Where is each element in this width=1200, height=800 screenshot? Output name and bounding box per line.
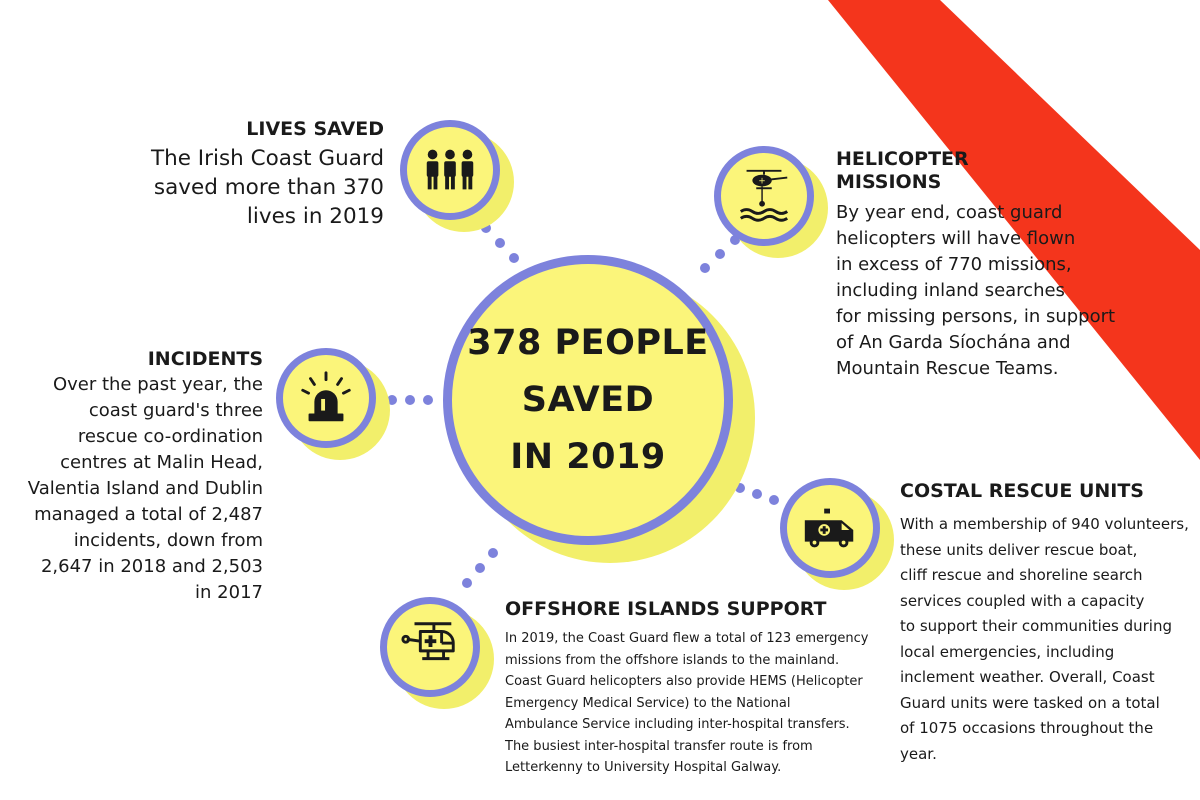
lives-saved-node bbox=[400, 120, 514, 232]
offshore-node bbox=[380, 597, 494, 709]
offshore-text: In 2019, the Coast Guard flew a total of… bbox=[505, 631, 869, 775]
coastal-rescue-text: With a membership of 940 volunteers, the… bbox=[900, 515, 1189, 763]
ambulance-icon bbox=[804, 508, 854, 548]
incidents-title: INCIDENTS bbox=[147, 348, 263, 370]
incidents-node bbox=[276, 348, 390, 460]
people-icon bbox=[426, 149, 474, 190]
helicopter-missions-text: By year end, coast guard helicopters wil… bbox=[836, 202, 1116, 379]
incidents-text: Over the past year, the coast guard's th… bbox=[27, 374, 263, 603]
lives-saved-text: The Irish Coast Guard saved more than 37… bbox=[150, 146, 384, 229]
siren-icon bbox=[301, 371, 351, 422]
medical-helicopter-icon bbox=[401, 622, 455, 661]
helicopter-rescue-icon: + bbox=[739, 169, 789, 222]
coastal-rescue-node bbox=[780, 478, 894, 590]
offshore-title: OFFSHORE ISLANDS SUPPORT bbox=[505, 598, 827, 620]
center-line-1: 378 PEOPLE bbox=[467, 322, 709, 363]
coastal-rescue-title: COSTAL RESCUE UNITS bbox=[900, 480, 1144, 502]
center-headline-circle: 378 PEOPLE SAVED IN 2019 bbox=[443, 255, 755, 565]
center-line-2: SAVED bbox=[521, 379, 655, 420]
center-line-3: IN 2019 bbox=[510, 436, 666, 477]
lives-saved-title: LIVES SAVED bbox=[246, 118, 384, 140]
helicopter-missions-title: HELICOPTER MISSIONS bbox=[836, 148, 969, 193]
helicopter-missions-node: + bbox=[714, 146, 828, 258]
svg-text:+: + bbox=[758, 176, 765, 186]
